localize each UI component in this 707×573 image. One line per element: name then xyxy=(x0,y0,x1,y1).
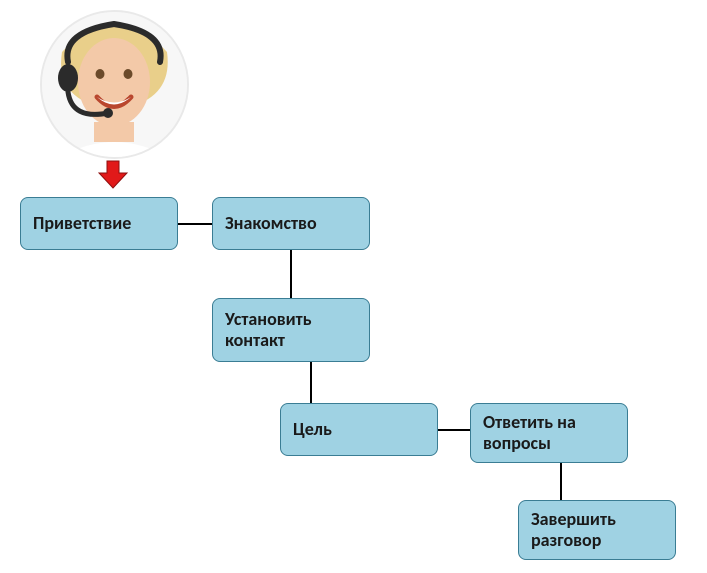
diagram-stage: Приветствие Знакомство Установить контак… xyxy=(0,0,707,573)
node-label: Завершить разговор xyxy=(531,509,663,550)
node-label: Цель xyxy=(293,419,332,440)
node-answer-questions: Ответить на вопросы xyxy=(470,403,628,463)
node-greeting: Приветствие xyxy=(20,197,178,250)
node-end-call: Завершить разговор xyxy=(518,500,676,560)
node-label: Знакомство xyxy=(225,213,317,234)
node-label: Установить контакт xyxy=(225,309,357,350)
node-establish-contact: Установить контакт xyxy=(212,298,370,362)
operator-avatar xyxy=(40,10,189,159)
down-arrow-icon xyxy=(98,159,128,189)
node-label: Ответить на вопросы xyxy=(483,412,615,453)
node-goal: Цель xyxy=(280,403,438,456)
edge-n4-n5 xyxy=(438,429,470,431)
node-label: Приветствие xyxy=(33,213,131,234)
edge-n2-n3 xyxy=(290,250,292,298)
edge-n3-n4 xyxy=(310,362,312,403)
edge-n1-n2 xyxy=(178,223,212,225)
node-introduction: Знакомство xyxy=(212,197,370,250)
edge-n5-n6 xyxy=(560,463,562,500)
operator-avatar-art xyxy=(42,12,187,157)
